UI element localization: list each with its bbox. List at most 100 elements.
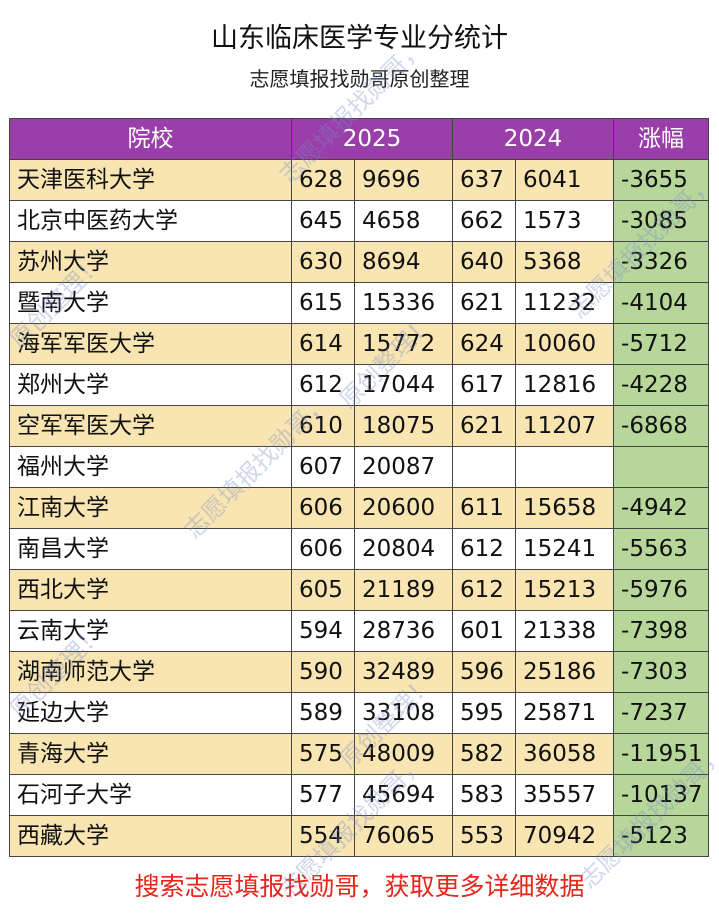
cell-2024-rank: 12816 xyxy=(515,364,615,406)
table-body: 天津医科大学 628 9696 637 6041 -3655 北京中医药大学 645 4658 6… xyxy=(9,159,710,857)
cell-school: 苏州大学 xyxy=(9,241,292,283)
cell-2025-rank: 4658 xyxy=(353,200,454,242)
cell-school: 郑州大学 xyxy=(9,364,292,406)
cell-2025-score: 590 xyxy=(291,651,355,693)
footer-promo: 搜索志愿填报找勋哥，获取更多详细数据 xyxy=(134,872,585,901)
cell-2024-rank: 10060 xyxy=(515,323,615,365)
cell-2025-rank: 20600 xyxy=(353,487,454,529)
table-row: 苏州大学 630 8694 640 5368 -3326 xyxy=(9,241,710,283)
cell-school: 云南大学 xyxy=(9,610,292,652)
cell-2024-rank: 6041 xyxy=(515,159,615,201)
cell-2025-score: 589 xyxy=(291,692,355,734)
cell-change: -11951 xyxy=(613,733,710,775)
header-year-2024: 2024 xyxy=(452,118,615,160)
cell-2024-rank: 15241 xyxy=(515,528,615,570)
cell-2024-score: 612 xyxy=(452,569,517,611)
cell-2025-score: 645 xyxy=(291,200,355,242)
cell-2024-score: 553 xyxy=(452,815,517,857)
cell-2024-rank: 25871 xyxy=(515,692,615,734)
table-row: 福州大学 607 20087 xyxy=(9,446,710,488)
cell-change: -7398 xyxy=(613,610,710,652)
page-title: 山东临床医学专业分统计 xyxy=(211,23,508,54)
cell-change: -5712 xyxy=(613,323,710,365)
header-change: 涨幅 xyxy=(613,118,710,160)
cell-2024-score: 601 xyxy=(452,610,517,652)
cell-2025-rank: 48009 xyxy=(353,733,454,775)
cell-2024-score xyxy=(452,446,517,488)
cell-2024-score: 612 xyxy=(452,528,517,570)
cell-school: 海军军医大学 xyxy=(9,323,292,365)
cell-change: -4104 xyxy=(613,282,710,324)
table-row: 暨南大学 615 15336 621 11232 -4104 xyxy=(9,282,710,324)
cell-2025-score: 630 xyxy=(291,241,355,283)
cell-school: 湖南师范大学 xyxy=(9,651,292,693)
cell-2025-score: 628 xyxy=(291,159,355,201)
table-row: 海军军医大学 614 15772 624 10060 -5712 xyxy=(9,323,710,365)
cell-2024-score: 640 xyxy=(452,241,517,283)
cell-2024-score: 595 xyxy=(452,692,517,734)
cell-2025-rank: 33108 xyxy=(353,692,454,734)
cell-2025-rank: 20804 xyxy=(353,528,454,570)
cell-change: -7303 xyxy=(613,651,710,693)
cell-2024-score: 621 xyxy=(452,282,517,324)
cell-2025-score: 575 xyxy=(291,733,355,775)
cell-2025-rank: 17044 xyxy=(353,364,454,406)
cell-2025-rank: 8694 xyxy=(353,241,454,283)
cell-2025-rank: 15336 xyxy=(353,282,454,324)
cell-2025-score: 606 xyxy=(291,487,355,529)
cell-school: 石河子大学 xyxy=(9,774,292,816)
cell-change: -6868 xyxy=(613,405,710,447)
cell-change: -5976 xyxy=(613,569,710,611)
cell-2024-rank: 70942 xyxy=(515,815,615,857)
cell-2024-score: 582 xyxy=(452,733,517,775)
table-row: 天津医科大学 628 9696 637 6041 -3655 xyxy=(9,159,710,201)
table-row: 郑州大学 612 17044 617 12816 -4228 xyxy=(9,364,710,406)
cell-2024-rank: 11232 xyxy=(515,282,615,324)
table-row: 延边大学 589 33108 595 25871 -7237 xyxy=(9,692,710,734)
cell-school: 江南大学 xyxy=(9,487,292,529)
cell-change: -4942 xyxy=(613,487,710,529)
header-school: 院校 xyxy=(9,118,292,160)
cell-2025-score: 610 xyxy=(291,405,355,447)
cell-2024-score: 662 xyxy=(452,200,517,242)
cell-2024-rank: 21338 xyxy=(515,610,615,652)
cell-2025-rank: 28736 xyxy=(353,610,454,652)
cell-school: 西北大学 xyxy=(9,569,292,611)
cell-school: 西藏大学 xyxy=(9,815,292,857)
table-row: 青海大学 575 48009 582 36058 -11951 xyxy=(9,733,710,775)
table-row: 西藏大学 554 76065 553 70942 -5123 xyxy=(9,815,710,857)
cell-2025-rank: 21189 xyxy=(353,569,454,611)
cell-school: 暨南大学 xyxy=(9,282,292,324)
score-table: 院校 2025 2024 涨幅 天津医科大学 628 9696 637 6041 -365… xyxy=(9,118,710,857)
cell-2025-rank: 15772 xyxy=(353,323,454,365)
cell-change: -4228 xyxy=(613,364,710,406)
table-row: 北京中医药大学 645 4658 662 1573 -3085 xyxy=(9,200,710,242)
page-subtitle: 志愿填报找勋哥原创整理 xyxy=(249,67,470,91)
cell-school: 天津医科大学 xyxy=(9,159,292,201)
cell-2024-rank: 35557 xyxy=(515,774,615,816)
cell-2024-rank: 15658 xyxy=(515,487,615,529)
cell-2025-score: 554 xyxy=(291,815,355,857)
cell-2025-rank: 32489 xyxy=(353,651,454,693)
cell-2025-score: 612 xyxy=(291,364,355,406)
cell-school: 北京中医药大学 xyxy=(9,200,292,242)
cell-school: 延边大学 xyxy=(9,692,292,734)
table-row: 石河子大学 577 45694 583 35557 -10137 xyxy=(9,774,710,816)
cell-2024-rank xyxy=(515,446,615,488)
cell-2024-rank: 5368 xyxy=(515,241,615,283)
table-row: 南昌大学 606 20804 612 15241 -5563 xyxy=(9,528,710,570)
cell-2025-score: 614 xyxy=(291,323,355,365)
cell-2024-rank: 11207 xyxy=(515,405,615,447)
cell-2024-rank: 1573 xyxy=(515,200,615,242)
cell-change: -5563 xyxy=(613,528,710,570)
table-row: 西北大学 605 21189 612 15213 -5976 xyxy=(9,569,710,611)
table-row: 云南大学 594 28736 601 21338 -7398 xyxy=(9,610,710,652)
cell-change: -7237 xyxy=(613,692,710,734)
cell-2024-score: 637 xyxy=(452,159,517,201)
cell-2025-score: 605 xyxy=(291,569,355,611)
cell-2025-score: 615 xyxy=(291,282,355,324)
cell-change: -10137 xyxy=(613,774,710,816)
cell-2024-rank: 36058 xyxy=(515,733,615,775)
cell-2024-score: 583 xyxy=(452,774,517,816)
cell-2025-score: 594 xyxy=(291,610,355,652)
